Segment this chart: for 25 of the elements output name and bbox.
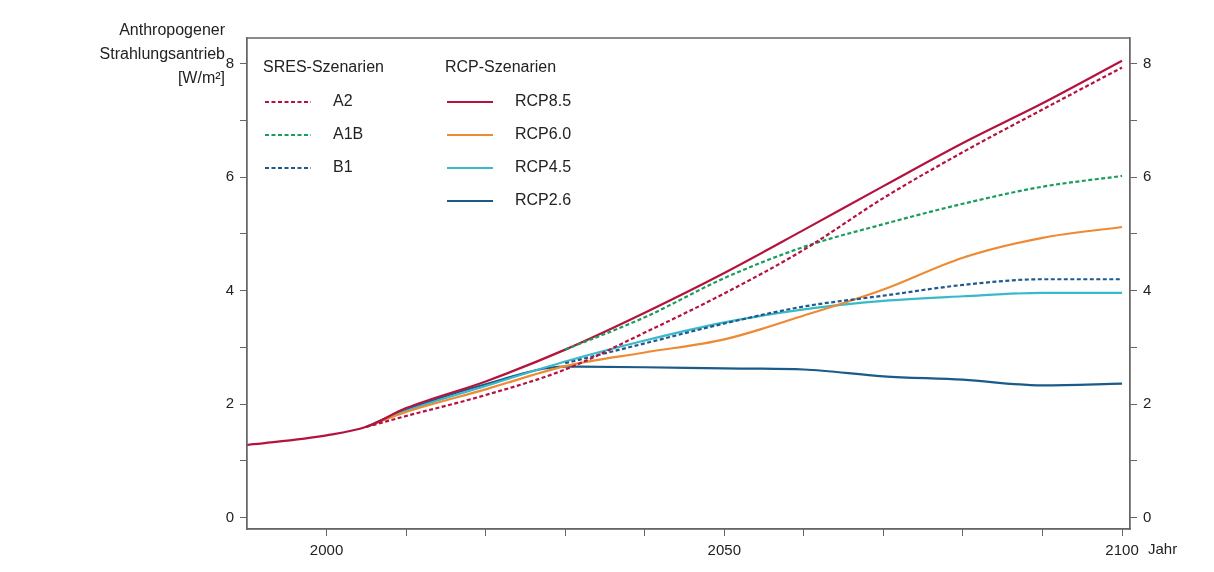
y-tick-label: 8 — [225, 53, 234, 71]
x-tick-label: 2000 — [309, 541, 344, 559]
y-tick-label: 0 — [225, 507, 234, 525]
y2-tick-label: 8 — [1143, 53, 1152, 71]
x-tick-label: 2100 — [1105, 541, 1139, 559]
y2-tick-label: 4 — [1143, 280, 1152, 298]
y2-tick-label: 0 — [1143, 507, 1152, 525]
y-tick-label: 4 — [225, 280, 234, 298]
y-tick-label: 6 — [225, 167, 234, 185]
legend-label: RCP8.5 — [515, 92, 572, 110]
legend-label: RCP4.5 — [515, 158, 572, 176]
x-axis-title: Jahr — [1148, 540, 1178, 557]
annotation: SRES-Szenarien — [263, 58, 384, 76]
legend-label: A1B — [333, 125, 364, 143]
legend-label: RCP6.0 — [515, 125, 572, 143]
legend-label: B1 — [333, 158, 353, 176]
y-axis-title: Anthropogener Strahlungsantrieb [W/m²] — [98, 20, 225, 88]
legend-label: RCP2.6 — [515, 191, 572, 209]
x-tick-label: 2050 — [707, 541, 741, 559]
line-series — [247, 59, 1124, 447]
annotation: RCP-Szenarien — [445, 58, 557, 76]
y2-tick-label: 2 — [1143, 394, 1152, 412]
y2-tick-label: 6 — [1143, 167, 1152, 185]
legend-label: A2 — [333, 92, 353, 110]
y-tick-label: 2 — [225, 394, 234, 412]
